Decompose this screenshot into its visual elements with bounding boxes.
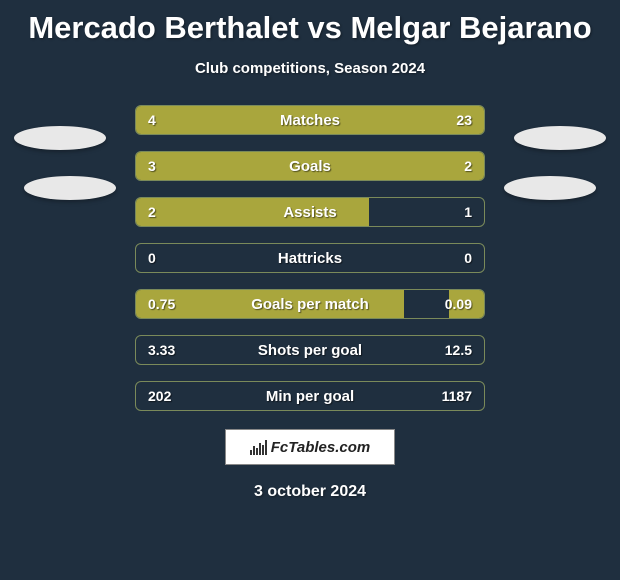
stat-label: Matches	[136, 112, 484, 129]
stat-label: Hattricks	[136, 250, 484, 267]
right-value: 0.09	[445, 296, 472, 312]
stat-row: 0Hattricks0	[135, 243, 485, 273]
right-value: 1187	[442, 388, 472, 404]
stat-label: Goals per match	[136, 296, 484, 313]
stat-label: Min per goal	[136, 388, 484, 405]
chart-icon	[250, 439, 267, 455]
stat-row: 3.33Shots per goal12.5	[135, 335, 485, 365]
stats-container: 4Matches233Goals22Assists10Hattricks00.7…	[0, 105, 620, 411]
stat-label: Shots per goal	[136, 342, 484, 359]
page-title: Mercado Berthalet vs Melgar Bejarano	[0, 0, 620, 46]
stat-row: 3Goals2	[135, 151, 485, 181]
date-label: 3 october 2024	[0, 483, 620, 501]
right-value: 1	[464, 204, 472, 220]
stat-label: Assists	[136, 204, 484, 221]
right-value: 23	[456, 112, 472, 128]
stat-row: 2Assists1	[135, 197, 485, 227]
footer-brand-text: FcTables.com	[271, 439, 370, 456]
stat-label: Goals	[136, 158, 484, 175]
stat-row: 202Min per goal1187	[135, 381, 485, 411]
subtitle: Club competitions, Season 2024	[0, 60, 620, 77]
right-value: 2	[464, 158, 472, 174]
right-value: 12.5	[445, 342, 472, 358]
stat-row: 4Matches23	[135, 105, 485, 135]
stat-row: 0.75Goals per match0.09	[135, 289, 485, 319]
right-value: 0	[464, 250, 472, 266]
footer-brand-logo[interactable]: FcTables.com	[225, 429, 395, 465]
